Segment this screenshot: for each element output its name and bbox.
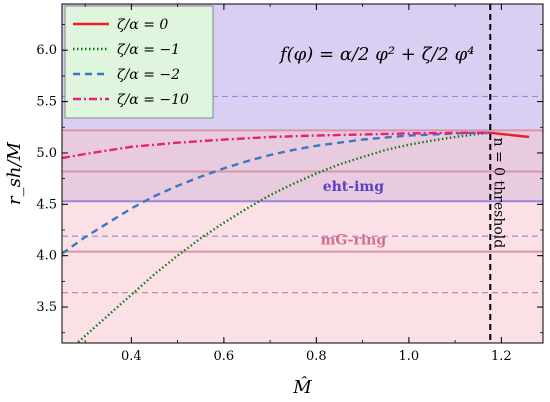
y-tick-label: 5.0 xyxy=(36,146,57,161)
legend-label-1: ζ/α = −1 xyxy=(117,42,180,58)
y-axis-label: r_sh/M xyxy=(4,141,25,204)
series-line-3 xyxy=(62,131,491,160)
series-layer xyxy=(62,131,530,343)
plot-frame xyxy=(61,3,544,344)
overlay-lines xyxy=(62,95,543,294)
band-label-eht-img: eht-img xyxy=(323,179,384,195)
legend-label-2: ζ/α = −2 xyxy=(117,67,180,83)
y-tick-label: 4.5 xyxy=(36,197,57,212)
x-tick-label: 0.4 xyxy=(121,349,142,364)
legend-label-3: ζ/α = −10 xyxy=(117,92,189,108)
legend-label-0: ζ/α = 0 xyxy=(117,17,168,33)
y-tick-label: 5.5 xyxy=(36,95,57,110)
x-axis-label: M̂ xyxy=(292,376,312,398)
series-line-0 xyxy=(490,131,530,139)
x-tick-label: 0.6 xyxy=(214,349,235,364)
y-tick-label: 3.5 xyxy=(36,300,57,315)
threshold-layer: n = 0 threshold xyxy=(489,4,506,343)
band-labels: eht-img mG-ring xyxy=(321,179,387,248)
formula: f(φ) = α/2 φ² + ζ/2 φ⁴ xyxy=(278,44,474,65)
ticks: 0.4 0.6 0.8 1.0 1.2 3.5 4.0 4.5 5.0 5.5 6.0 xyxy=(36,4,543,364)
x-tick-label: 1.0 xyxy=(399,349,420,364)
formula-text: f(φ) = α/2 φ² + ζ/2 φ⁴ xyxy=(278,44,474,65)
threshold-label: n = 0 threshold xyxy=(490,138,506,249)
axis-labels: M̂ r_sh/M xyxy=(4,141,312,398)
band-label-mG-ring: mG-ring xyxy=(321,232,387,248)
y-tick-label: 6.0 xyxy=(36,43,57,58)
legend: ζ/α = 0 ζ/α = −1 ζ/α = −2 ζ/α = −10 xyxy=(64,5,214,119)
x-tick-label: 1.2 xyxy=(491,349,512,364)
series-line-1 xyxy=(77,131,491,343)
x-tick-label: 0.8 xyxy=(306,349,327,364)
series-line-2 xyxy=(62,131,491,255)
y-tick-label: 4.0 xyxy=(36,249,57,264)
